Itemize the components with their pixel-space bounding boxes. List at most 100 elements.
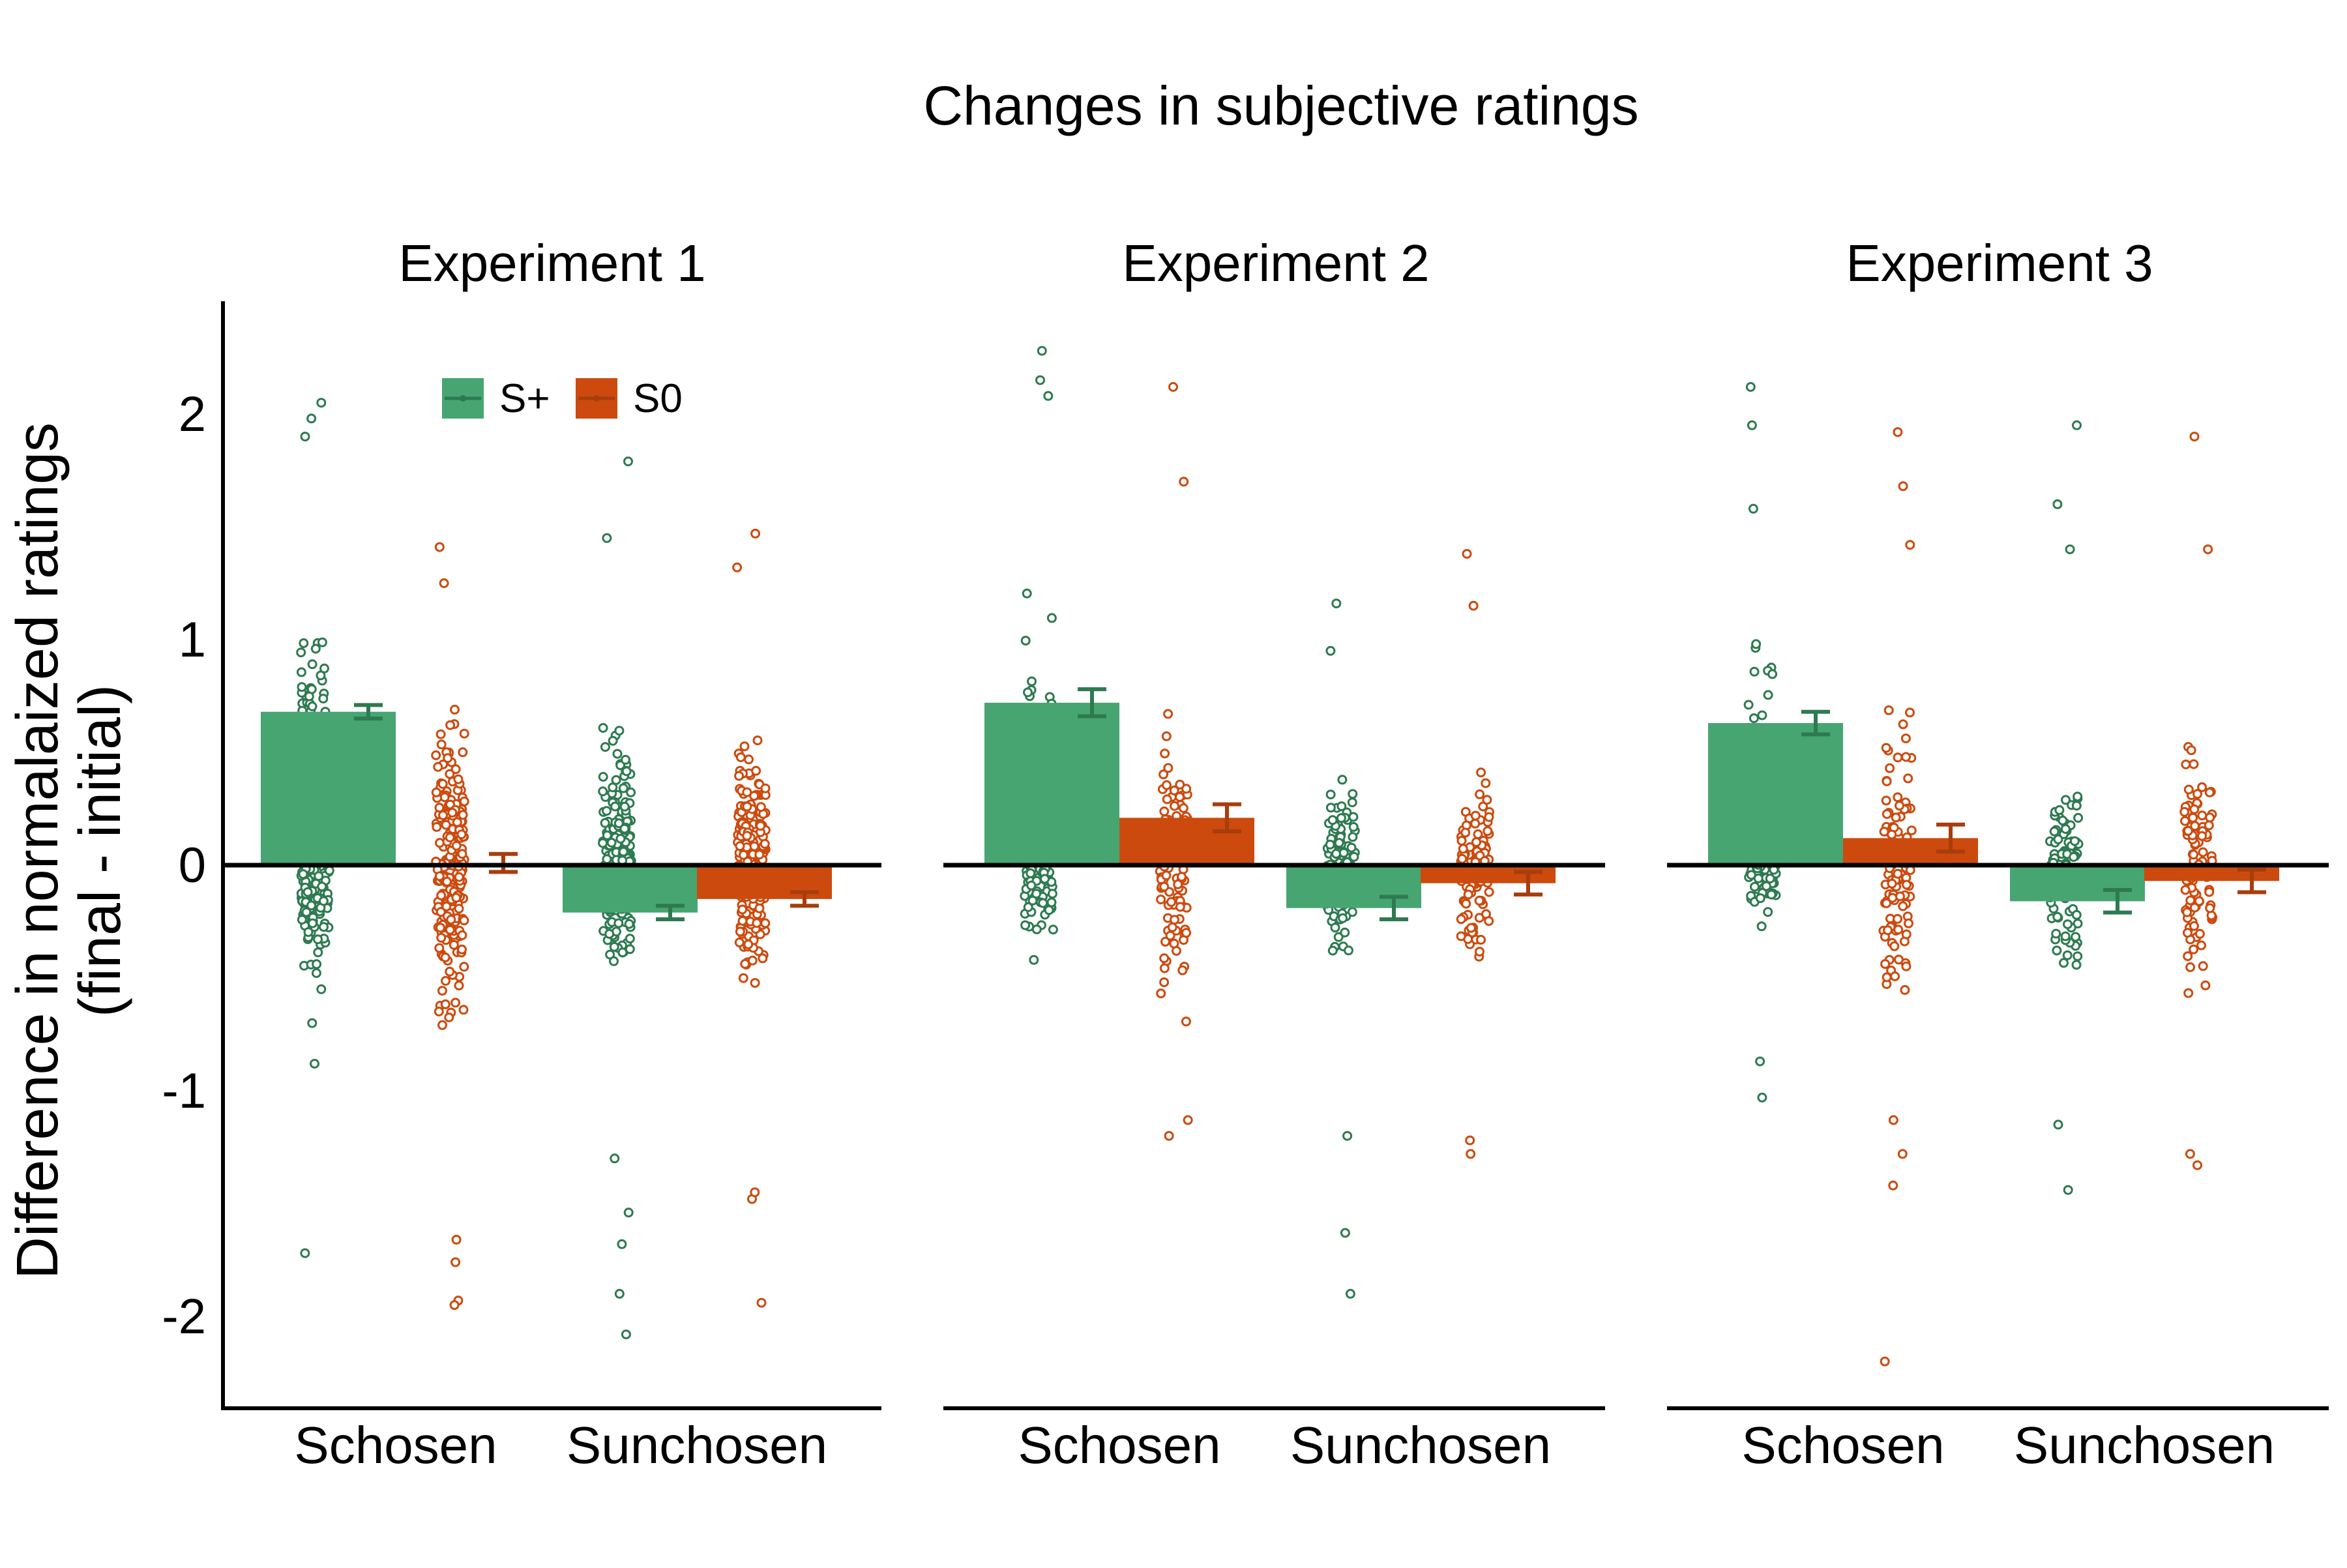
data-point <box>433 762 443 772</box>
data-point <box>1898 481 1908 492</box>
data-point <box>2189 432 2200 442</box>
data-point <box>752 918 762 928</box>
legend-label: S+ <box>499 376 550 421</box>
chart-title: Changes in subjective ratings <box>923 75 1638 136</box>
data-point <box>2200 980 2211 990</box>
legend-item-s0: S0 <box>576 376 683 421</box>
data-point <box>457 930 467 940</box>
data-point <box>457 944 467 954</box>
data-point <box>2053 834 2063 844</box>
data-point <box>1880 1356 1890 1367</box>
data-point <box>623 1207 634 1218</box>
data-point <box>1749 666 1760 677</box>
data-point <box>1346 842 1357 853</box>
data-point <box>1881 795 1891 806</box>
data-point <box>2051 928 2061 939</box>
data-point <box>604 928 615 939</box>
data-point <box>451 1234 462 1245</box>
data-point <box>2182 907 2192 917</box>
data-point <box>1465 1135 1475 1146</box>
data-point <box>1333 932 1344 942</box>
data-point <box>626 787 636 797</box>
data-point <box>750 1187 760 1198</box>
data-point <box>2049 826 2059 836</box>
data-point <box>1893 752 1903 763</box>
data-point <box>1348 821 1359 832</box>
data-point <box>1043 391 1054 401</box>
panel-experiment-2: Experiment 2 Schosen Sunchosen <box>943 234 1605 1474</box>
data-point <box>2189 921 2199 931</box>
data-point <box>1473 829 1483 839</box>
data-point <box>598 723 608 733</box>
data-point <box>1757 1092 1767 1102</box>
data-point <box>1461 898 1471 909</box>
data-point <box>442 876 452 887</box>
data-point <box>1162 794 1172 805</box>
data-point <box>1755 893 1765 904</box>
y-tick-label: -1 <box>162 1063 206 1119</box>
data-point <box>750 528 761 539</box>
data-point <box>450 998 461 1008</box>
data-point <box>1345 1288 1355 1299</box>
data-point <box>598 772 608 782</box>
data-point <box>738 973 748 983</box>
data-point <box>300 1248 310 1258</box>
data-point <box>2189 850 2199 860</box>
data-point <box>742 801 752 812</box>
data-point <box>613 918 624 928</box>
data-point <box>452 817 462 827</box>
data-point <box>618 846 628 857</box>
data-point <box>752 735 763 746</box>
data-point <box>1898 901 1908 911</box>
data-point <box>623 456 633 467</box>
data-point <box>760 918 771 928</box>
data-point <box>1903 773 1913 784</box>
data-point <box>2203 544 2213 555</box>
data-point <box>449 1300 460 1310</box>
data-point <box>450 1257 461 1267</box>
data-point <box>306 413 317 424</box>
data-point <box>1891 812 1901 823</box>
data-point <box>317 881 327 892</box>
data-point <box>2073 951 2083 962</box>
data-point <box>1159 963 1170 973</box>
data-point <box>298 869 308 880</box>
data-point <box>1027 676 1037 687</box>
data-point <box>1327 945 1338 956</box>
y-tick-label: -2 <box>162 1289 206 1344</box>
data-point <box>445 966 455 977</box>
data-point <box>454 904 464 914</box>
data-point <box>1470 818 1481 829</box>
data-point <box>2071 932 2081 942</box>
data-point <box>308 918 317 928</box>
data-point <box>1037 346 1047 356</box>
data-point <box>1481 778 1491 788</box>
data-point <box>621 1329 631 1340</box>
data-point <box>435 907 446 917</box>
data-point <box>754 850 765 860</box>
data-point <box>613 818 624 829</box>
data-point <box>602 533 612 543</box>
data-point <box>2181 760 2191 769</box>
data-point <box>1895 801 1904 811</box>
data-point <box>1484 812 1494 822</box>
data-point <box>1156 988 1166 999</box>
data-point <box>2060 824 2071 834</box>
data-point <box>2189 804 2200 814</box>
data-point <box>2192 1160 2202 1170</box>
data-point <box>1336 813 1346 823</box>
data-point <box>454 872 464 882</box>
data-point <box>2198 961 2208 971</box>
data-point <box>445 833 455 842</box>
data-point <box>734 771 745 781</box>
data-point <box>1160 936 1170 947</box>
data-point <box>446 915 456 925</box>
data-point <box>619 823 630 834</box>
data-point <box>618 783 628 793</box>
data-point <box>453 774 464 784</box>
data-point <box>615 834 626 844</box>
data-point <box>600 818 610 828</box>
data-point <box>1035 375 1045 385</box>
data-point <box>1887 829 1897 840</box>
data-point <box>2204 820 2214 831</box>
